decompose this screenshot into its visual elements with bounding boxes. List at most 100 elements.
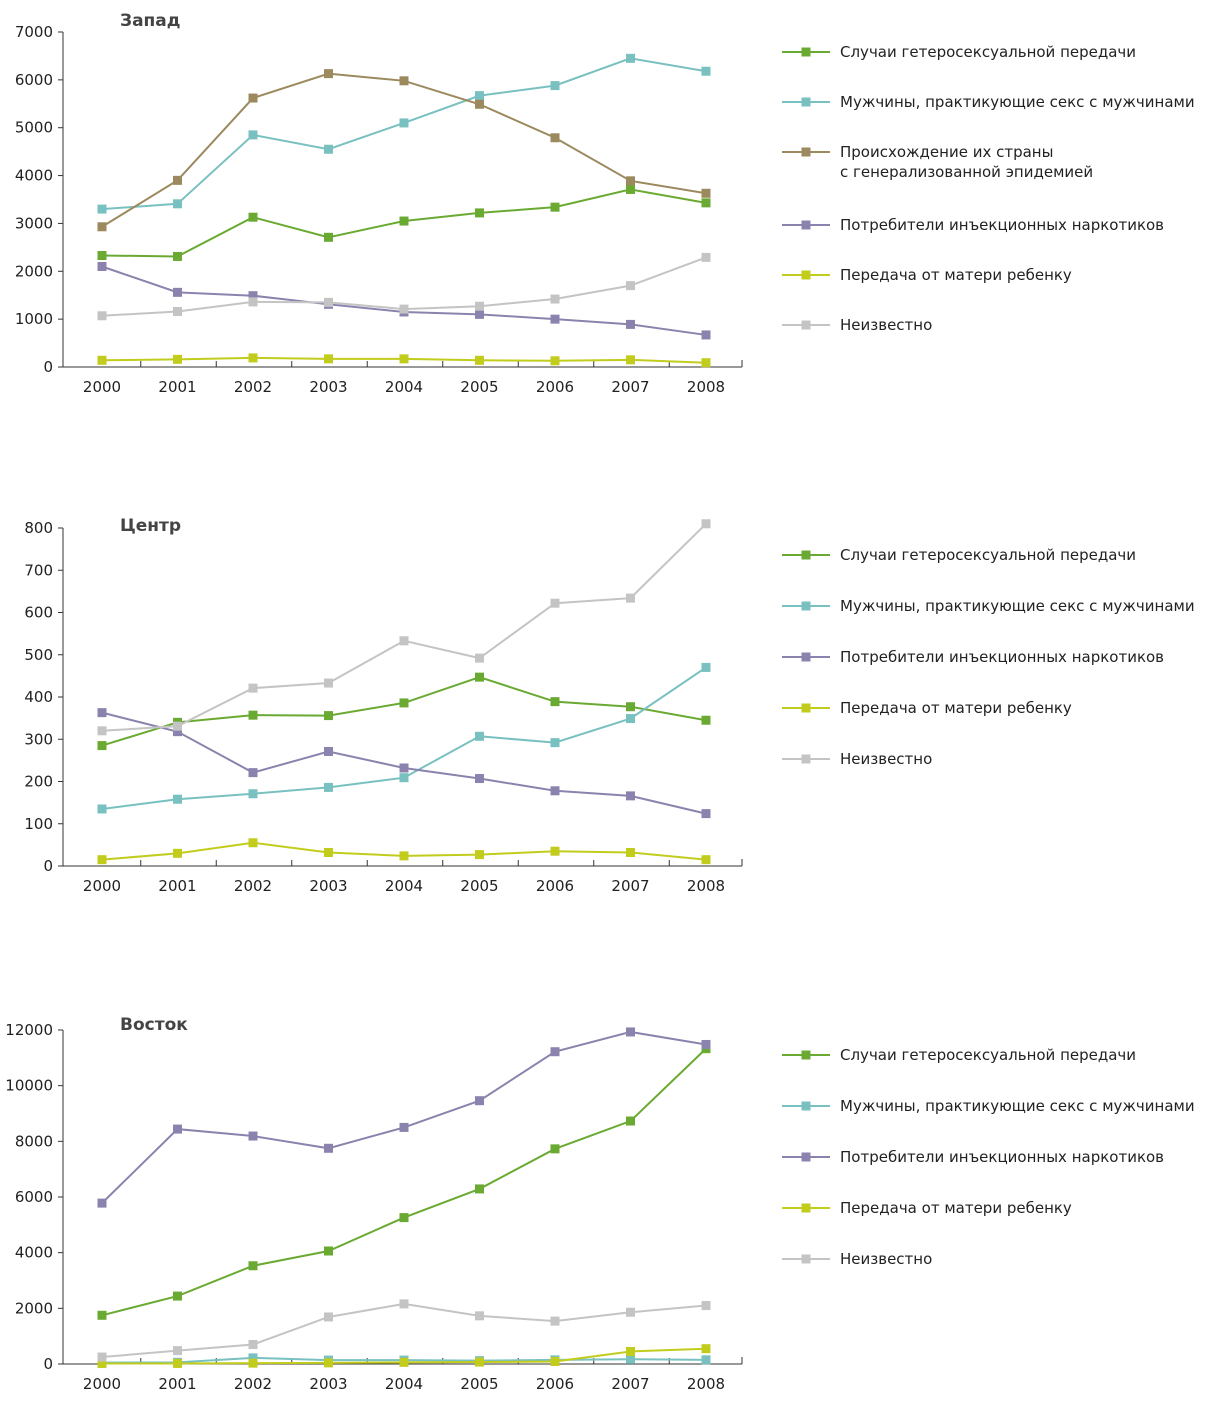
legend-marker: [801, 320, 811, 330]
data-point: [701, 1344, 711, 1354]
series-line: [101, 72, 707, 228]
data-point: [399, 636, 409, 646]
data-point: [324, 144, 333, 154]
data-point: [475, 731, 484, 741]
legend-item: Потребители инъекционных наркотиков: [782, 648, 1164, 666]
data-point: [248, 1261, 258, 1271]
series-mtct: [97, 353, 711, 368]
y-tick-label: 3000: [15, 214, 53, 232]
x-tick-label: 2000: [83, 877, 121, 895]
data-point: [626, 1027, 635, 1037]
y-tick-label: 6000: [15, 1188, 53, 1206]
data-point: [324, 678, 333, 688]
data-point: [173, 1346, 182, 1356]
y-tick-label: 2000: [15, 1299, 53, 1317]
y-tick-label: 200: [24, 773, 53, 791]
data-point: [324, 747, 333, 757]
data-point: [550, 1356, 560, 1366]
data-point: [701, 1039, 711, 1049]
x-tick-label: 2005: [460, 378, 498, 396]
x-tick-label: 2003: [309, 1375, 347, 1393]
data-point: [173, 287, 182, 297]
data-point: [97, 726, 107, 736]
data-point: [399, 698, 409, 708]
data-point: [324, 297, 333, 307]
legend-item: Случаи гетеросексуальной передачи: [782, 546, 1136, 564]
chart-panel-3: 0 2000 4000 6000 8000 10000 12000 2000 2001 2002 2…: [5, 1015, 1194, 1393]
y-tick-label: 5000: [15, 119, 53, 137]
series-line: [101, 1047, 707, 1317]
data-point: [475, 301, 484, 311]
data-point: [626, 702, 635, 712]
legend-label: Мужчины, практикующие секс с мужчинами: [840, 93, 1195, 111]
data-point: [626, 714, 635, 724]
x-tick-label: 2008: [687, 1375, 725, 1393]
data-point: [399, 1299, 409, 1309]
series-msm: [97, 53, 711, 214]
y-tick-label: 0: [43, 358, 53, 376]
y-tick-label: 6000: [15, 71, 53, 89]
data-point: [626, 184, 635, 194]
legend-label: Потребители инъекционных наркотиков: [840, 1148, 1164, 1166]
x-tick-label: 2002: [234, 877, 272, 895]
legend-marker: [801, 147, 811, 157]
legend-item: Случаи гетеросексуальной передачи: [782, 43, 1136, 61]
x-tick-label: 2004: [385, 378, 423, 396]
data-point: [173, 794, 182, 804]
data-point: [399, 1122, 409, 1132]
x-tick-label: 2004: [385, 877, 423, 895]
legend-label: Передача от матери ребенку: [840, 266, 1072, 284]
legend-marker: [801, 1050, 811, 1060]
data-point: [550, 846, 560, 856]
data-point: [550, 133, 560, 143]
legend-marker: [801, 652, 811, 662]
data-point: [173, 727, 182, 737]
legend-label: Потребители инъекционных наркотиков: [840, 648, 1164, 666]
y-tick-label: 1000: [15, 310, 53, 328]
data-point: [701, 1355, 711, 1365]
data-point: [324, 1143, 333, 1153]
y-tick-label: 400: [24, 688, 53, 706]
data-point: [324, 782, 333, 792]
x-tick-label: 2003: [309, 378, 347, 396]
data-point: [626, 847, 635, 857]
data-point: [248, 1358, 258, 1368]
legend-label: Случаи гетеросексуальной передачи: [840, 43, 1136, 61]
legend-item: Происхождение их страны с генерализованно…: [782, 143, 1093, 181]
legend-item: Потребители инъекционных наркотиков: [782, 216, 1164, 234]
data-point: [701, 519, 711, 529]
y-tick-label: 12000: [5, 1021, 53, 1039]
series-idu: [97, 1027, 711, 1208]
data-point: [97, 204, 107, 214]
data-point: [550, 356, 560, 366]
data-point: [97, 1358, 107, 1368]
data-point: [399, 773, 409, 783]
data-point: [97, 741, 107, 751]
data-point: [399, 118, 409, 128]
legend-item: Неизвестно: [782, 316, 932, 334]
legend-label: Передача от матери ребенку: [840, 1199, 1072, 1217]
y-tick-label: 8000: [15, 1132, 53, 1150]
data-point: [248, 1131, 258, 1141]
data-point: [701, 330, 711, 340]
legend-item: Случаи гетеросексуальной передачи: [782, 1046, 1136, 1064]
chart-title: Центр: [120, 516, 181, 536]
x-tick-label: 2007: [611, 1375, 649, 1393]
data-point: [475, 774, 484, 784]
data-point: [475, 99, 484, 109]
data-point: [475, 672, 484, 682]
data-point: [248, 1340, 258, 1350]
legend-item: Неизвестно: [782, 750, 932, 768]
legend-marker: [801, 97, 811, 107]
legend-label: Мужчины, практикующие секс с мужчинами: [840, 597, 1195, 615]
data-point: [173, 1291, 182, 1301]
series-line: [101, 1030, 707, 1204]
x-tick-label: 2007: [611, 877, 649, 895]
data-point: [475, 653, 484, 663]
x-tick-label: 2006: [536, 1375, 574, 1393]
data-point: [248, 93, 258, 103]
x-tick-label: 2000: [83, 378, 121, 396]
data-point: [550, 81, 560, 91]
series-line: [101, 666, 707, 810]
